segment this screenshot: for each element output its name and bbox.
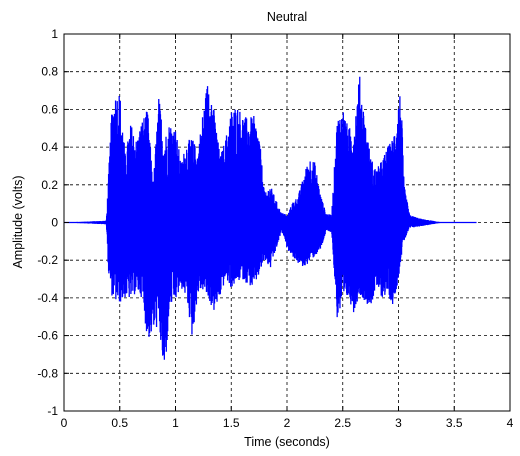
y-tick-label-5: 0 xyxy=(51,216,58,230)
y-tick-label-4: -0.2 xyxy=(37,253,58,267)
x-tick-label-5: 2.5 xyxy=(334,416,351,430)
x-tick-label-8: 4 xyxy=(507,416,514,430)
x-tick-label-0: 0 xyxy=(61,416,68,430)
x-axis-label: Time (seconds) xyxy=(244,435,330,449)
y-tick-label-8: 0.6 xyxy=(41,102,58,116)
y-tick-label-10: 1 xyxy=(51,27,58,41)
x-tick-label-4: 2 xyxy=(284,416,291,430)
x-tick-label-7: 3.5 xyxy=(446,416,463,430)
ticks: 0 0.5 1 1.5 2 2.5 3 3.5 4 -1 -0.8 -0.6 -0.4 -0.2 0 0.2 0… xyxy=(37,27,513,430)
x-tick-label-6: 3 xyxy=(395,416,402,430)
y-tick-label-6: 0.2 xyxy=(41,178,58,192)
y-tick-label-7: 0.4 xyxy=(41,140,58,154)
y-axis-label: Amplitude (volts) xyxy=(11,175,25,268)
x-tick-label-1: 0.5 xyxy=(111,416,128,430)
y-tick-label-2: -0.6 xyxy=(37,329,58,343)
y-tick-label-9: 0.8 xyxy=(41,65,58,79)
x-tick-label-2: 1 xyxy=(172,416,179,430)
signal xyxy=(63,76,477,360)
y-tick-label-0: -1 xyxy=(47,404,58,418)
x-tick-label-3: 1.5 xyxy=(223,416,240,430)
y-tick-label-3: -0.4 xyxy=(37,291,58,305)
y-tick-label-1: -0.8 xyxy=(37,366,58,380)
chart-title: Neutral xyxy=(267,10,307,24)
